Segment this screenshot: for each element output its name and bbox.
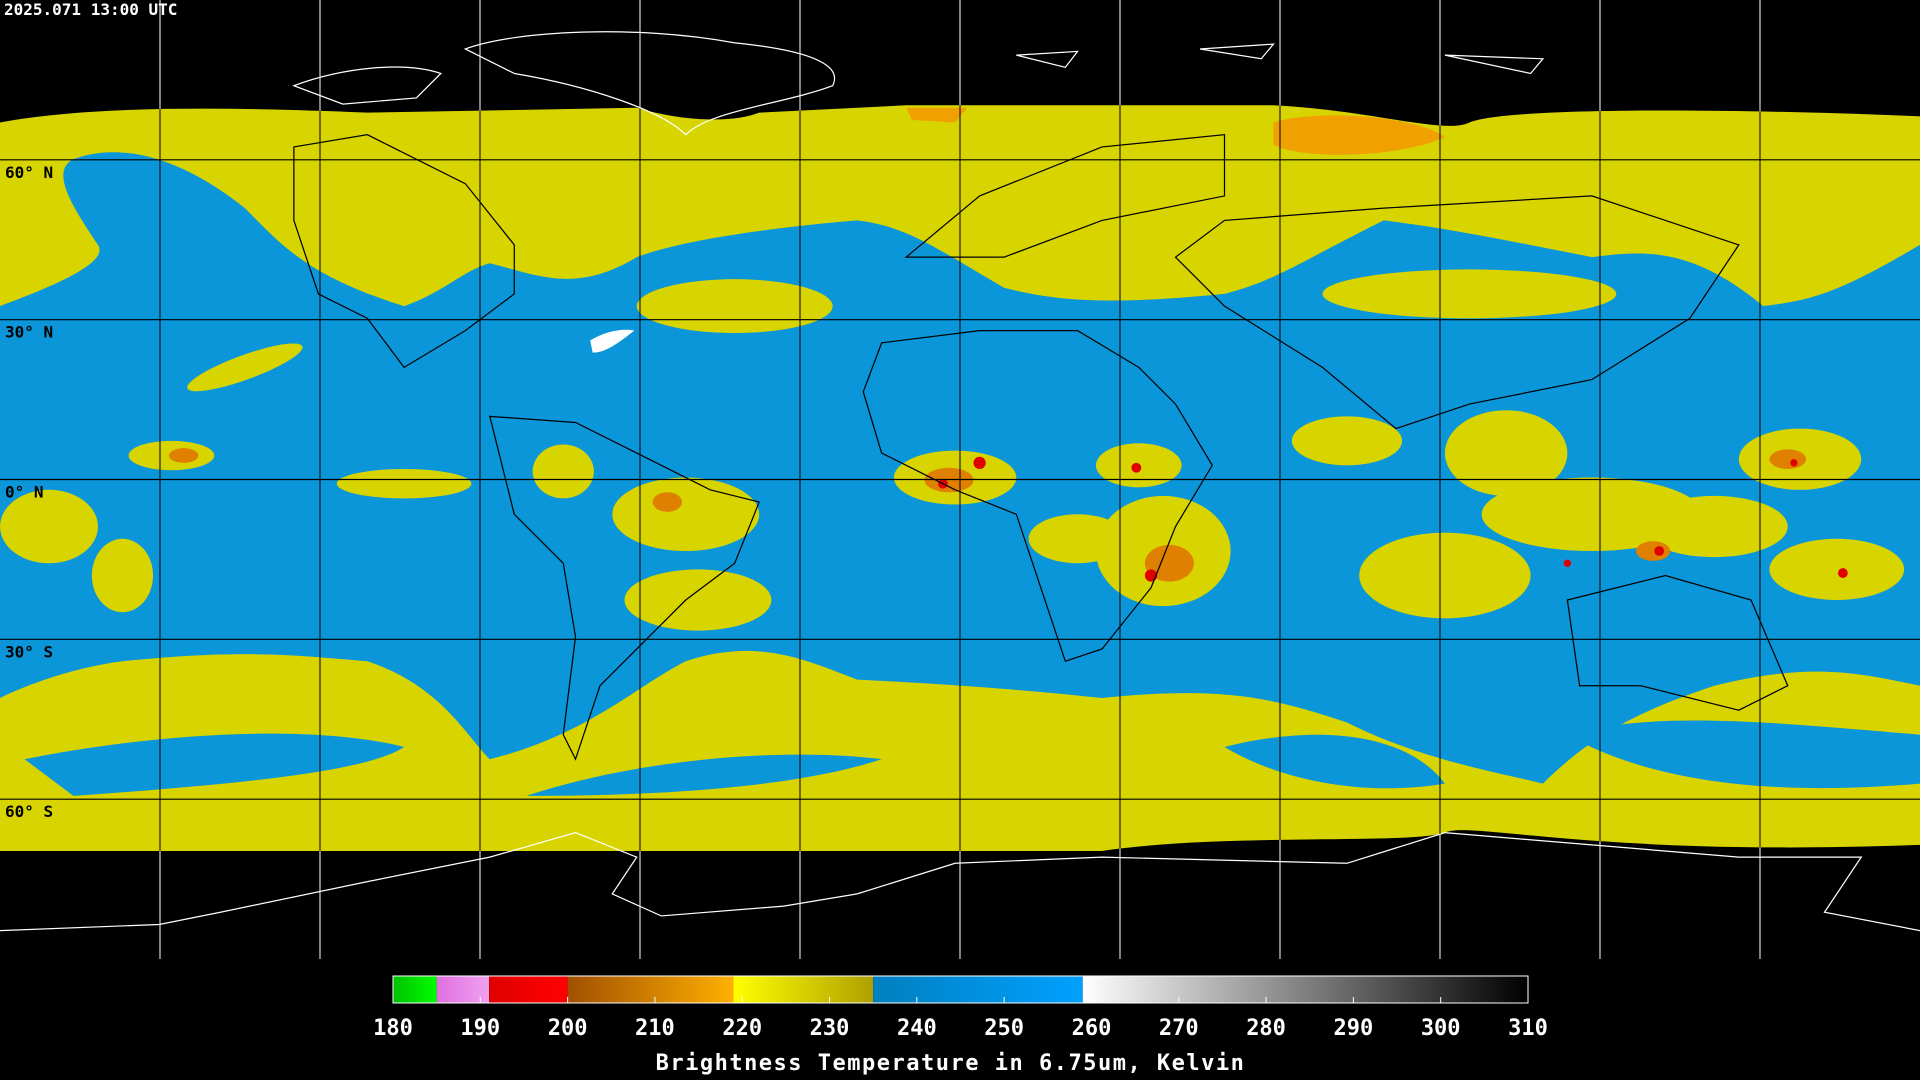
colorbar-segment <box>1082 976 1528 1003</box>
colorbar-segment <box>393 976 437 1003</box>
colorbar-tick-label: 230 <box>810 1016 850 1041</box>
colorbar-frame <box>392 975 1529 1004</box>
latitude-label: 30° N <box>5 323 53 342</box>
latitude-label: 60° N <box>5 163 53 182</box>
colorbar-tick-label: 290 <box>1334 1016 1374 1041</box>
colorbar-segment <box>489 976 568 1003</box>
colorbar-tick-label: 190 <box>460 1016 500 1041</box>
colorbar-segment <box>436 976 490 1003</box>
graticule: 60° N 30° N 0° N 30° S 60° S <box>5 0 1761 959</box>
colorbar-tick-label: 180 <box>373 1016 413 1041</box>
colorbar-tick-label: 300 <box>1421 1016 1461 1041</box>
colorbar: 180 190 200 210 220 230 240 250 260 270 280 290 300 3… <box>373 975 1548 1076</box>
latitude-label: 60° S <box>5 802 53 821</box>
colorbar-tick-label: 200 <box>548 1016 588 1041</box>
coastlines-polar <box>0 31 1920 932</box>
timestamp: 2025.071 13:00 UTC <box>4 0 177 19</box>
coldest-cloud-tops <box>937 456 1848 582</box>
colorbar-tick-label: 260 <box>1072 1016 1112 1041</box>
orange-patch <box>1273 115 1445 155</box>
dry-tongue <box>1567 720 1920 789</box>
latitude-label: 30° S <box>5 642 53 661</box>
dry-tongue <box>526 754 882 796</box>
dry-tongue <box>24 733 405 796</box>
colorbar-tick-label: 210 <box>635 1016 675 1041</box>
colorbar-tick-label: 220 <box>722 1016 762 1041</box>
orange-patch <box>906 107 968 123</box>
colorbar-tick-label: 240 <box>897 1016 937 1041</box>
latitude-label: 0° N <box>5 483 44 502</box>
dry-tongue <box>906 372 1139 415</box>
colorbar-tick-label: 310 <box>1508 1016 1548 1041</box>
colorbar-tick-label: 280 <box>1246 1016 1286 1041</box>
coastlines <box>293 134 1789 761</box>
colorbar-title: Brightness Temperature in 6.75um, Kelvin <box>656 1051 1246 1076</box>
colorbar-tick-label: 270 <box>1159 1016 1199 1041</box>
colorbar-segment <box>733 976 874 1003</box>
colorbar-segment <box>567 976 734 1003</box>
colorbar-tick-label: 250 <box>984 1016 1024 1041</box>
colorbar-segment <box>873 976 1083 1003</box>
warm-patch <box>590 329 635 353</box>
